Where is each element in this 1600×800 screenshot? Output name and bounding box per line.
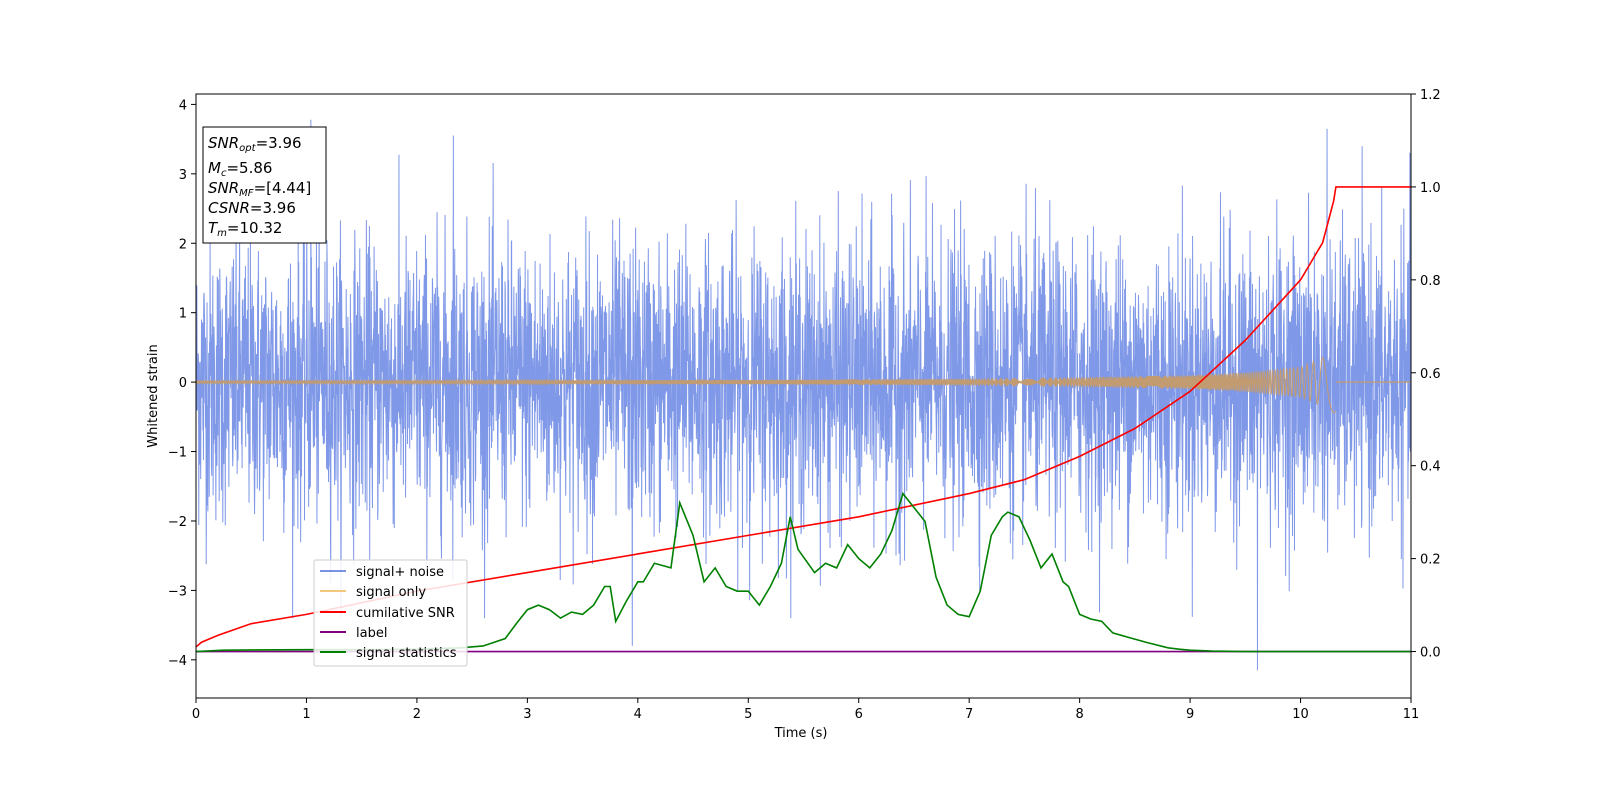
x-tick-label: 6 bbox=[855, 707, 863, 722]
y-axis-label: Whitened strain bbox=[146, 344, 161, 447]
y2-tick-label: 1.0 bbox=[1420, 181, 1441, 196]
y-tick-label: 1 bbox=[179, 307, 187, 322]
x-tick-label: 1 bbox=[302, 707, 310, 722]
y2-tick-label: 0.6 bbox=[1420, 367, 1441, 382]
info-mc: Mc=5.86 bbox=[208, 159, 272, 179]
cumulative-snr-series bbox=[196, 186, 1411, 648]
legend: signal+ noise signal only cumilative SNR… bbox=[313, 559, 468, 667]
y-tick-label: −2 bbox=[168, 515, 187, 530]
info-tm: Tm=10.32 bbox=[208, 219, 282, 239]
legend-label-statistics: signal statistics bbox=[356, 646, 457, 661]
y-tick-label: −1 bbox=[168, 446, 187, 461]
x-axis-ticks: 0 1 2 3 4 5 6 7 8 9 10 11 bbox=[192, 698, 1419, 722]
plot-frame bbox=[195, 93, 1412, 699]
x-tick-label: 11 bbox=[1403, 707, 1420, 722]
y-axis-ticks: −4 −3 −2 −1 0 1 2 3 4 bbox=[168, 98, 196, 669]
info-snr-mf: SNRMF=[4.44] bbox=[208, 179, 311, 199]
y-tick-label: 3 bbox=[179, 168, 187, 183]
info-csnr: CSNR=3.96 bbox=[208, 199, 296, 217]
signal-only-series bbox=[196, 357, 1337, 414]
x-tick-label: 10 bbox=[1292, 707, 1309, 722]
y-tick-label: 4 bbox=[179, 98, 187, 113]
y2-tick-label: 1.2 bbox=[1420, 88, 1441, 103]
legend-label-noise: signal+ noise bbox=[356, 565, 444, 580]
y-tick-label: 2 bbox=[179, 237, 187, 252]
legend-label-signal: signal only bbox=[356, 585, 426, 600]
x-axis-label: Time (s) bbox=[774, 726, 828, 741]
y2-tick-label: 0.4 bbox=[1420, 460, 1441, 475]
info-snr-opt: SNRopt=3.96 bbox=[208, 134, 302, 154]
x-tick-label: 4 bbox=[634, 707, 642, 722]
x-tick-label: 7 bbox=[965, 707, 973, 722]
signal-statistics-series bbox=[196, 491, 1411, 653]
y-tick-label: −3 bbox=[168, 584, 187, 599]
x-tick-label: 3 bbox=[523, 707, 531, 722]
x-tick-label: 5 bbox=[744, 707, 752, 722]
y-tick-label: −4 bbox=[168, 654, 187, 669]
legend-label-cumulative: cumilative SNR bbox=[356, 606, 455, 621]
y2-tick-label: 0.8 bbox=[1420, 274, 1441, 289]
info-box: SNRopt=3.96 Mc=5.86 SNRMF=[4.44] CSNR=3.… bbox=[202, 126, 327, 244]
legend-label-label: label bbox=[356, 626, 387, 641]
y2-tick-label: 0.0 bbox=[1420, 646, 1441, 661]
x-tick-label: 2 bbox=[413, 707, 421, 722]
x-tick-label: 9 bbox=[1186, 707, 1194, 722]
y2-tick-label: 0.2 bbox=[1420, 553, 1441, 568]
x-tick-label: 8 bbox=[1075, 707, 1083, 722]
y-tick-label: 0 bbox=[179, 376, 187, 391]
y2-axis-ticks: 0.0 0.2 0.4 0.6 0.8 1.0 1.2 bbox=[1411, 88, 1441, 661]
x-tick-label: 0 bbox=[192, 707, 200, 722]
